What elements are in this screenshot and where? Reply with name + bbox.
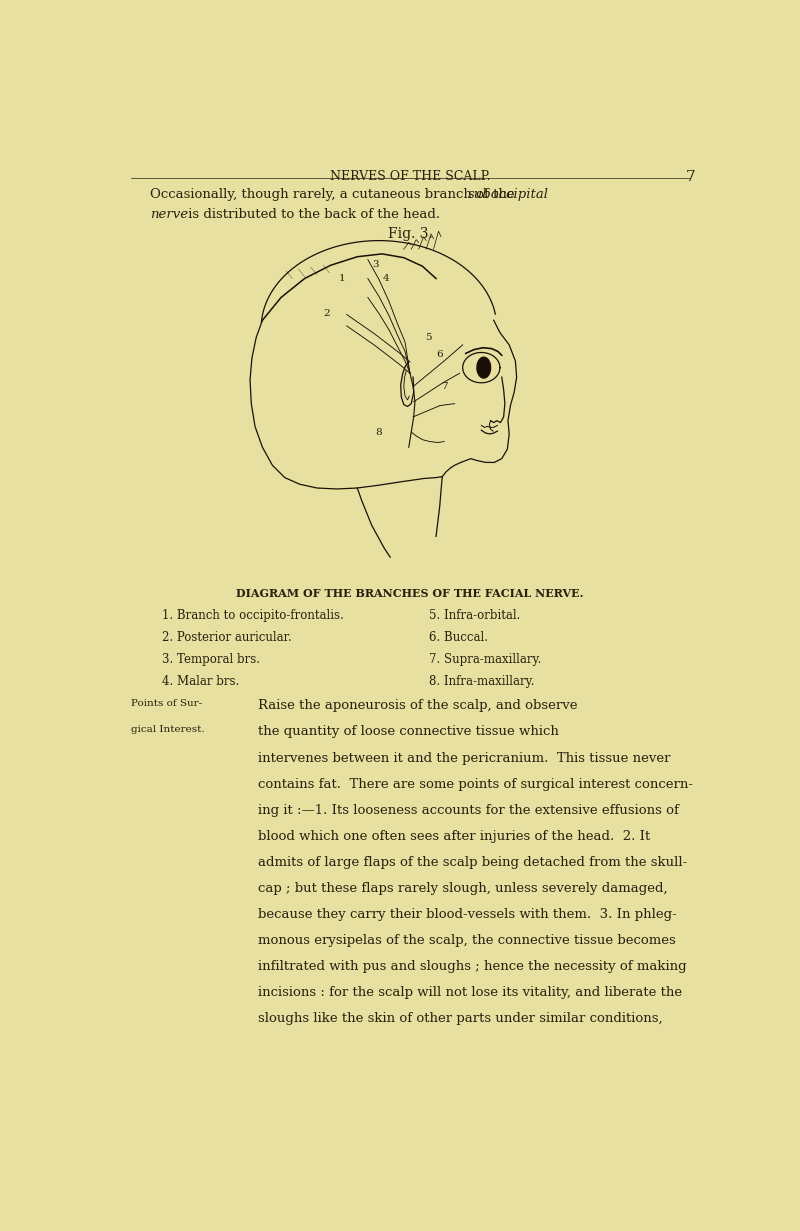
Text: the quantity of loose connective tissue which: the quantity of loose connective tissue … — [258, 725, 559, 739]
Text: infiltrated with pus and sloughs ; hence the necessity of making: infiltrated with pus and sloughs ; hence… — [258, 960, 686, 972]
Text: 3: 3 — [373, 260, 379, 268]
Text: 2: 2 — [323, 309, 330, 318]
Text: incisions : for the scalp will not lose its vitality, and liberate the: incisions : for the scalp will not lose … — [258, 986, 682, 1000]
Text: ing it :—1. Its looseness accounts for the extensive effusions of: ing it :—1. Its looseness accounts for t… — [258, 804, 679, 816]
Text: 3. Temporal brs.: 3. Temporal brs. — [162, 652, 260, 666]
Text: cap ; but these flaps rarely slough, unless severely damaged,: cap ; but these flaps rarely slough, unl… — [258, 881, 668, 895]
Text: monous erysipelas of the scalp, the connective tissue becomes: monous erysipelas of the scalp, the conn… — [258, 934, 676, 947]
Text: DIAGRAM OF THE BRANCHES OF THE FACIAL NERVE.: DIAGRAM OF THE BRANCHES OF THE FACIAL NE… — [236, 588, 584, 599]
Text: because they carry their blood-vessels with them.  3. In phleg-: because they carry their blood-vessels w… — [258, 908, 677, 921]
Text: 6: 6 — [437, 350, 443, 359]
Text: blood which one often sees after injuries of the head.  2. It: blood which one often sees after injurie… — [258, 830, 650, 843]
Text: 7: 7 — [686, 170, 695, 183]
Text: 5. Infra-orbital.: 5. Infra-orbital. — [429, 609, 520, 623]
Text: nerve: nerve — [150, 208, 188, 222]
Text: 7. Supra-maxillary.: 7. Supra-maxillary. — [429, 652, 541, 666]
Text: is distributed to the back of the head.: is distributed to the back of the head. — [184, 208, 440, 222]
Text: 2. Posterior auricular.: 2. Posterior auricular. — [162, 632, 292, 644]
Text: 1: 1 — [338, 275, 345, 283]
Text: 8: 8 — [376, 427, 382, 437]
Text: 7: 7 — [441, 382, 447, 391]
Text: intervenes between it and the pericranium.  This tissue never: intervenes between it and the pericraniu… — [258, 751, 670, 764]
Text: Fig. 3.: Fig. 3. — [388, 228, 432, 241]
Text: sloughs like the skin of other parts under similar conditions,: sloughs like the skin of other parts und… — [258, 1012, 662, 1025]
Text: 8. Infra-maxillary.: 8. Infra-maxillary. — [429, 675, 534, 688]
Text: Raise the aponeurosis of the scalp, and observe: Raise the aponeurosis of the scalp, and … — [258, 699, 578, 713]
Text: NERVES OF THE SCALP.: NERVES OF THE SCALP. — [330, 170, 490, 182]
Text: Occasionally, though rarely, a cutaneous branch of the: Occasionally, though rarely, a cutaneous… — [150, 187, 518, 201]
Text: 4. Malar brs.: 4. Malar brs. — [162, 675, 239, 688]
Text: contains fat.  There are some points of surgical interest concern-: contains fat. There are some points of s… — [258, 778, 693, 790]
Text: admits of large flaps of the scalp being detached from the skull-: admits of large flaps of the scalp being… — [258, 856, 687, 869]
Text: suboccipital: suboccipital — [468, 187, 549, 201]
Polygon shape — [477, 357, 490, 378]
Text: 5: 5 — [426, 332, 432, 342]
Text: 1. Branch to occipito-frontalis.: 1. Branch to occipito-frontalis. — [162, 609, 344, 623]
Text: 6. Buccal.: 6. Buccal. — [429, 632, 488, 644]
Text: 4: 4 — [383, 275, 390, 283]
Text: gical Interest.: gical Interest. — [131, 725, 205, 735]
Text: Points of Sur-: Points of Sur- — [131, 699, 202, 708]
